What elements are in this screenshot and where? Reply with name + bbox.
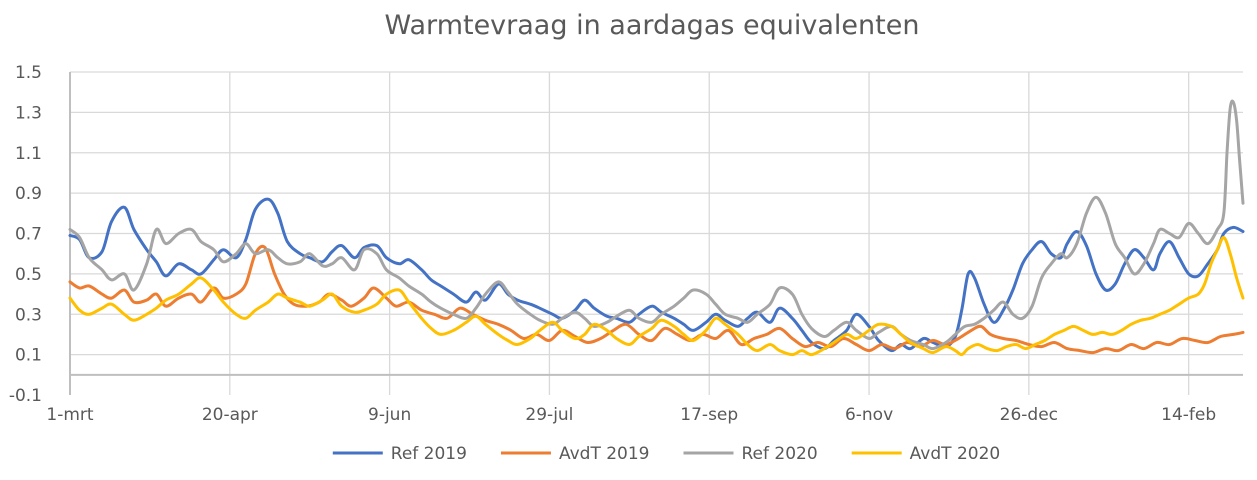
- y-tick-label: 0.1: [15, 346, 42, 366]
- x-tick-label: 26-dec: [1000, 405, 1058, 425]
- legend-label-avdt-2020: AvdT 2020: [910, 444, 1001, 464]
- x-tick-label: 1-mrt: [46, 405, 93, 425]
- chart-title: Warmtevraag in aardagas equivalenten: [385, 10, 920, 41]
- legend: Ref 2019 AvdT 2019 Ref 2020 AvdT 2020: [332, 444, 1001, 464]
- x-tick-label: 20-apr: [202, 405, 258, 425]
- y-tick-label: 0.7: [15, 225, 42, 245]
- y-tick-label: 0.9: [15, 184, 42, 204]
- series-line-avdt-2020: [68, 236, 1245, 357]
- x-tick-label: 14-feb: [1161, 405, 1216, 425]
- legend-label-avdt-2019: AvdT 2019: [559, 444, 650, 464]
- y-tick-label: 0.3: [15, 305, 42, 325]
- series-line-ref-2019: [68, 197, 1245, 353]
- y-tick-label: 1.5: [15, 63, 42, 83]
- y-tick-label: 1.3: [15, 103, 42, 123]
- series-line-avdt-2019: [68, 244, 1245, 355]
- x-tick-label: 17-sep: [680, 405, 738, 425]
- y-tick-label: 1.1: [15, 144, 42, 164]
- legend-label-ref-2020: Ref 2020: [742, 444, 818, 464]
- x-tick-label: 9-jun: [368, 405, 411, 425]
- gridlines: [70, 71, 1243, 395]
- series-lines: [68, 99, 1245, 357]
- y-tick-label: -0.1: [9, 386, 42, 406]
- x-tick-label: 29-jul: [525, 405, 573, 425]
- y-tick-label: 0.5: [15, 265, 42, 285]
- x-tick-label: 6-nov: [845, 405, 893, 425]
- series-line-ref-2020: [68, 99, 1245, 351]
- axes: -0.1 0.1 0.3 0.5 0.7 0.9 1.1 1.3 1.5 1-mrt 20-apr 9…: [9, 63, 1243, 425]
- legend-label-ref-2019: Ref 2019: [391, 444, 467, 464]
